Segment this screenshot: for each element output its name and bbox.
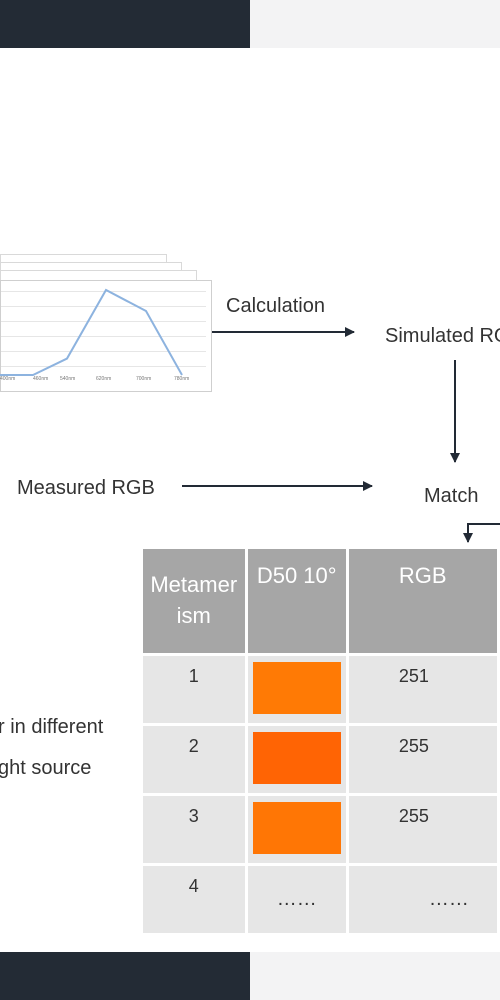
table-row: 1 251 <box>143 656 497 723</box>
grid-line <box>1 351 206 352</box>
metamerism-table: Metamer ism D50 10° RGB 1 251 2 255 3 255… <box>140 546 500 936</box>
spectrum-line <box>0 288 183 376</box>
measured-rgb-label: Measured RGB <box>17 477 155 499</box>
swatch-cell <box>247 656 346 723</box>
ellipsis: …… <box>276 888 317 910</box>
index-cell: 2 <box>143 726 245 793</box>
grid-line <box>1 366 206 367</box>
index-cell: 3 <box>143 796 245 863</box>
bottom-bar-light <box>250 952 500 1000</box>
side-text-line-1: r in different <box>0 716 104 738</box>
grid-line <box>1 321 206 322</box>
x-tick: 700nm <box>136 376 152 382</box>
rgb-cell: 255 <box>348 726 497 793</box>
header-rgb: RGB <box>348 549 497 653</box>
rgb-cell: …… <box>348 866 497 933</box>
table-header-row: Metamer ism D50 10° RGB <box>143 549 497 653</box>
calculation-label: Calculation <box>226 295 325 317</box>
bottom-bar-dark <box>0 952 250 1000</box>
top-bar-dark <box>0 0 250 48</box>
table-row: 4 …… …… <box>143 866 497 933</box>
match-label: Match <box>424 485 479 507</box>
table-row: 2 255 <box>143 726 497 793</box>
arrow-match-to-table <box>463 523 500 543</box>
grid-line <box>1 336 206 337</box>
x-tick: 540nm <box>60 376 76 382</box>
rgb-cell: 251 <box>348 656 497 723</box>
x-tick: 400nm <box>0 376 16 382</box>
top-bar-light <box>250 0 500 48</box>
side-text-line-2: ght source <box>0 757 92 779</box>
color-swatch <box>252 662 341 714</box>
x-tick: 620nm <box>96 376 112 382</box>
header-metamerism: Metamer ism <box>143 549 245 653</box>
color-swatch <box>252 732 341 784</box>
table-row: 3 255 <box>143 796 497 863</box>
swatch-cell <box>247 726 346 793</box>
grid-line <box>1 306 206 307</box>
grid-line <box>1 291 206 292</box>
swatch-cell <box>247 796 346 863</box>
x-tick: 780nm <box>174 376 190 382</box>
index-cell: 4 <box>143 866 245 933</box>
color-swatch <box>252 802 341 854</box>
header-d50: D50 10° <box>247 549 346 653</box>
simulated-rgb-label: Simulated RGB <box>385 325 500 347</box>
index-cell: 1 <box>143 656 245 723</box>
swatch-cell: …… <box>247 866 346 933</box>
rgb-cell: 255 <box>348 796 497 863</box>
x-tick: 460nm <box>33 376 49 382</box>
